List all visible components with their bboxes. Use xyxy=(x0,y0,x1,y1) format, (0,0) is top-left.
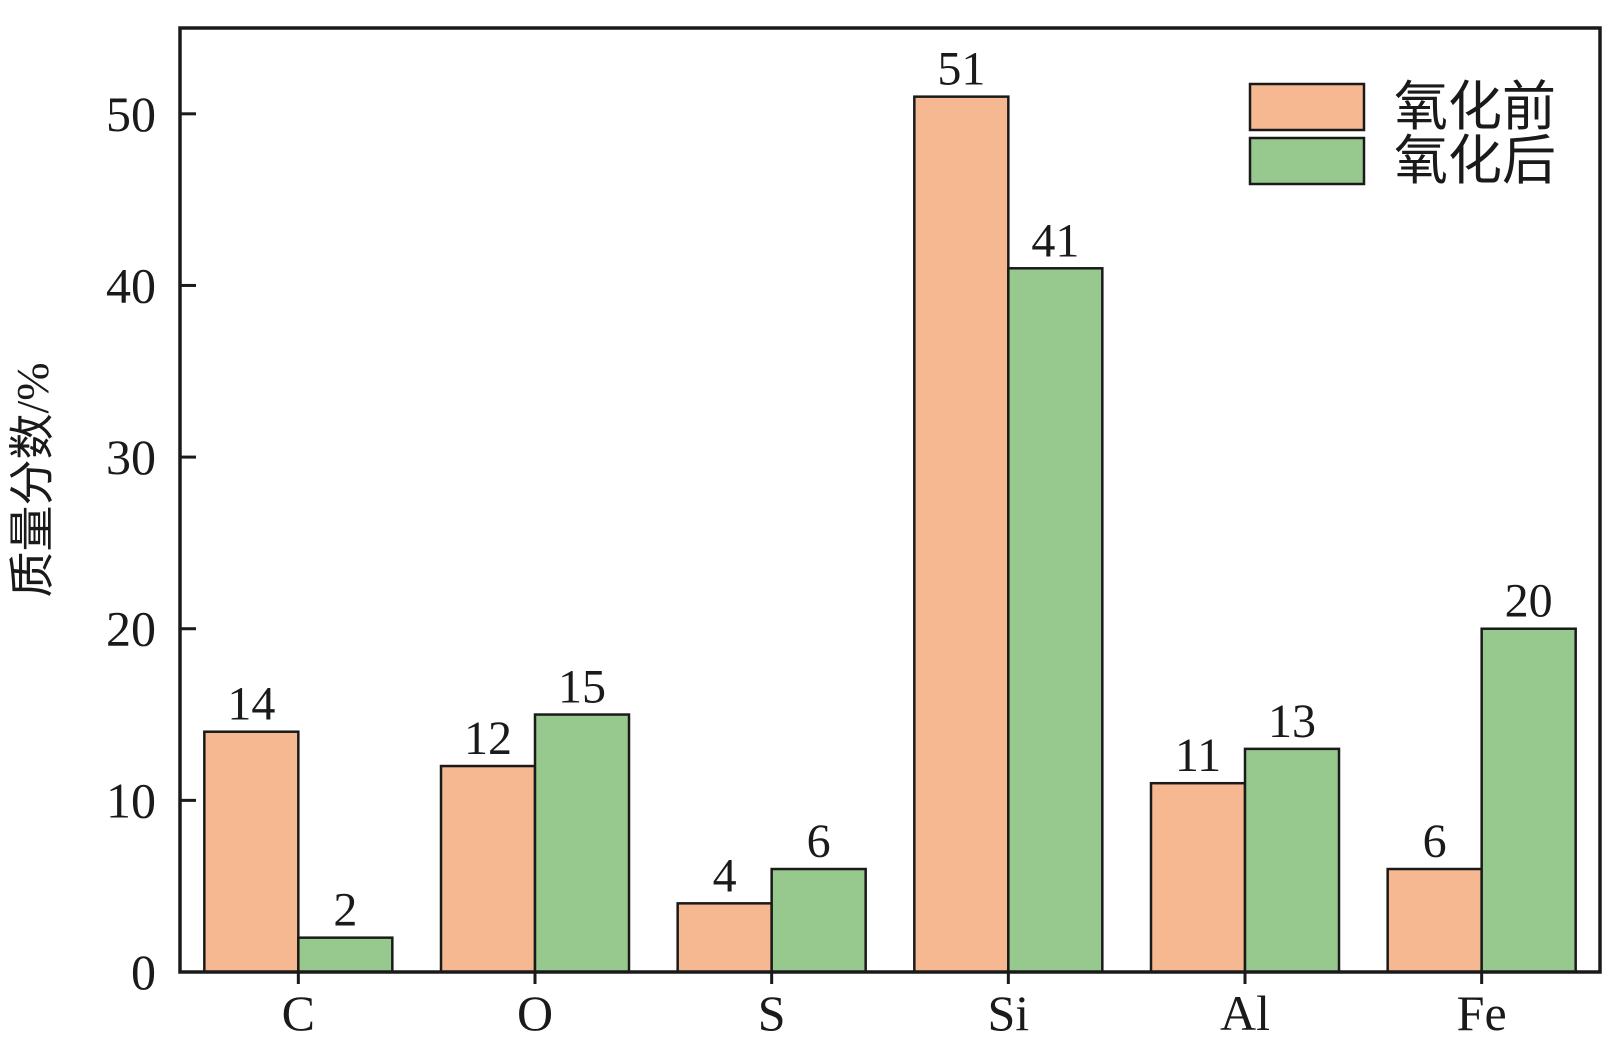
bar-S-before xyxy=(676,902,773,974)
bar-C-after xyxy=(297,936,394,974)
bar-Al-before xyxy=(1149,781,1247,974)
data-label: 11 xyxy=(1175,729,1221,782)
x-tick-label: Al xyxy=(1220,985,1270,1041)
y-tick-label: 30 xyxy=(106,429,156,485)
data-label: 2 xyxy=(333,884,357,937)
bar-Fe-before xyxy=(1386,867,1483,974)
data-label: 12 xyxy=(464,712,512,765)
data-labels-layer: 14 2 12 15 4 6 51 41 11 13 6 20 xyxy=(227,43,1552,937)
data-label: 15 xyxy=(558,661,606,714)
data-label: 20 xyxy=(1505,575,1553,628)
x-tick-label: O xyxy=(517,985,553,1041)
x-tick-label: C xyxy=(282,985,315,1041)
bar-O-after xyxy=(533,713,631,974)
y-tick-label: 40 xyxy=(106,257,156,313)
data-label: 41 xyxy=(1031,214,1079,267)
bar-Si-before xyxy=(913,95,1010,974)
axes-layer: C O S Si Al Fe 0 10 20 30 40 50 xyxy=(106,26,1602,1041)
x-tick-label: Fe xyxy=(1457,985,1507,1041)
bar-S-after xyxy=(770,867,867,974)
y-tick-label: 10 xyxy=(106,772,156,828)
x-tick-label: S xyxy=(758,985,786,1041)
legend-label-before: 氧化前 xyxy=(1394,77,1556,137)
legend-swatch-after xyxy=(1248,136,1366,186)
data-label: 13 xyxy=(1268,695,1316,748)
y-tick-label: 20 xyxy=(106,601,156,657)
x-tick-label: Si xyxy=(987,985,1029,1041)
legend-label-after: 氧化后 xyxy=(1394,131,1556,191)
data-label: 6 xyxy=(1423,815,1447,868)
y-axis-title: 质量分数/% xyxy=(7,362,58,597)
plot-frame xyxy=(178,26,1602,974)
bars-layer xyxy=(203,95,1577,974)
y-tick-label: 0 xyxy=(131,944,156,1000)
bar-Si-after xyxy=(1007,267,1104,974)
data-label: 6 xyxy=(807,815,831,868)
legend-swatch-before xyxy=(1248,82,1366,132)
bar-Al-after xyxy=(1243,747,1341,974)
data-label: 4 xyxy=(713,849,737,902)
y-tick-label: 50 xyxy=(106,86,156,142)
bar-Fe-after xyxy=(1480,627,1577,974)
bar-C-before xyxy=(203,730,300,974)
data-label: 14 xyxy=(227,678,275,731)
data-label: 51 xyxy=(937,43,985,96)
bar-O-before xyxy=(439,764,537,974)
